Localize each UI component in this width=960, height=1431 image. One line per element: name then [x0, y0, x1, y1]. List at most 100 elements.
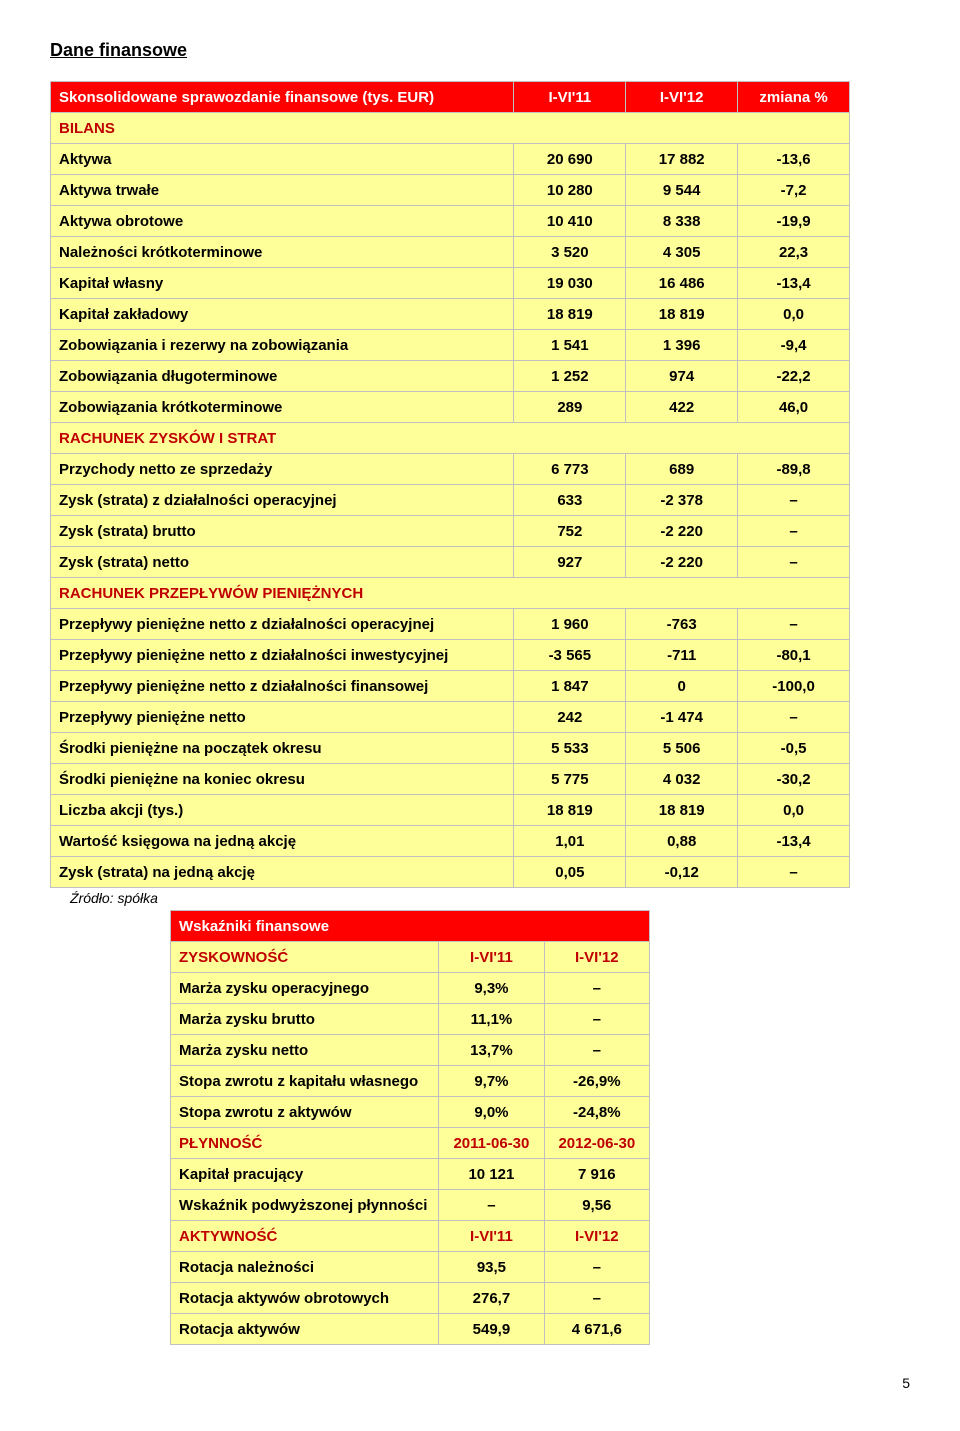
row-value: 422 [626, 392, 738, 423]
ratio-row-value: 10 121 [439, 1159, 544, 1190]
row-value: 18 819 [514, 299, 626, 330]
row-label: Zysk (strata) z działalności operacyjnej [51, 485, 514, 516]
row-value: 0 [626, 671, 738, 702]
row-value: – [738, 547, 850, 578]
row-value: – [738, 485, 850, 516]
row-label: Przepływy pieniężne netto z działalności… [51, 671, 514, 702]
row-value: 18 819 [626, 299, 738, 330]
row-value: 4 305 [626, 237, 738, 268]
row-value: 1 847 [514, 671, 626, 702]
ratio-row-label: Rotacja aktywów [171, 1314, 439, 1345]
row-label: Należności krótkoterminowe [51, 237, 514, 268]
row-value: -13,4 [738, 826, 850, 857]
ratio-row-label: Rotacja należności [171, 1252, 439, 1283]
row-value: 18 819 [514, 795, 626, 826]
row-value: 18 819 [626, 795, 738, 826]
row-value: 633 [514, 485, 626, 516]
row-value: 20 690 [514, 144, 626, 175]
row-value: – [738, 609, 850, 640]
row-label: Zobowiązania długoterminowe [51, 361, 514, 392]
row-value: 10 410 [514, 206, 626, 237]
row-label: Przepływy pieniężne netto z działalności… [51, 640, 514, 671]
row-value: -80,1 [738, 640, 850, 671]
ratio-group-col1: 2011-06-30 [439, 1128, 544, 1159]
row-label: Środki pieniężne na początek okresu [51, 733, 514, 764]
row-value: -1 474 [626, 702, 738, 733]
row-label: Środki pieniężne na koniec okresu [51, 764, 514, 795]
table-header-label: Skonsolidowane sprawozdanie finansowe (t… [51, 82, 514, 113]
row-value: 19 030 [514, 268, 626, 299]
row-value: -13,6 [738, 144, 850, 175]
row-value: – [738, 702, 850, 733]
section-header: BILANS [51, 113, 850, 144]
row-value: 1,01 [514, 826, 626, 857]
source-note: Źródło: spółka [70, 890, 910, 906]
row-value: -0,12 [626, 857, 738, 888]
ratio-group-header: PŁYNNOŚĆ [171, 1128, 439, 1159]
ratio-row-value: – [544, 1283, 649, 1314]
section-header: RACHUNEK PRZEPŁYWÓW PIENIĘŻNYCH [51, 578, 850, 609]
row-value: 3 520 [514, 237, 626, 268]
table-header-col2: I-VI'12 [626, 82, 738, 113]
row-label: Aktywa [51, 144, 514, 175]
row-value: 1 252 [514, 361, 626, 392]
ratio-row-value: 549,9 [439, 1314, 544, 1345]
ratio-row-value: 7 916 [544, 1159, 649, 1190]
row-value: – [738, 857, 850, 888]
ratio-row-value: 9,7% [439, 1066, 544, 1097]
ratio-group-col2: 2012-06-30 [544, 1128, 649, 1159]
row-value: -763 [626, 609, 738, 640]
ratio-row-label: Kapitał pracujący [171, 1159, 439, 1190]
row-value: -13,4 [738, 268, 850, 299]
ratios-title: Wskaźniki finansowe [171, 911, 650, 942]
row-value: -30,2 [738, 764, 850, 795]
row-value: 16 486 [626, 268, 738, 299]
row-label: Kapitał własny [51, 268, 514, 299]
row-value: -100,0 [738, 671, 850, 702]
row-value: 289 [514, 392, 626, 423]
row-label: Wartość księgowa na jedną akcję [51, 826, 514, 857]
row-value: 0,05 [514, 857, 626, 888]
row-value: – [738, 516, 850, 547]
ratio-row-label: Marża zysku brutto [171, 1004, 439, 1035]
row-value: 1 960 [514, 609, 626, 640]
ratio-row-label: Stopa zwrotu z kapitału własnego [171, 1066, 439, 1097]
ratio-row-value: – [544, 1004, 649, 1035]
page-number: 5 [50, 1375, 910, 1391]
row-value: -2 378 [626, 485, 738, 516]
row-value: 0,88 [626, 826, 738, 857]
ratio-group-header: ZYSKOWNOŚĆ [171, 942, 439, 973]
row-value: 22,3 [738, 237, 850, 268]
ratio-row-value: 13,7% [439, 1035, 544, 1066]
row-value: 5 775 [514, 764, 626, 795]
row-label: Zysk (strata) brutto [51, 516, 514, 547]
page-title: Dane finansowe [50, 40, 910, 61]
row-value: 46,0 [738, 392, 850, 423]
row-value: 5 533 [514, 733, 626, 764]
ratio-group-col2: I-VI'12 [544, 1221, 649, 1252]
ratio-row-value: – [544, 1252, 649, 1283]
row-label: Zobowiązania i rezerwy na zobowiązania [51, 330, 514, 361]
row-value: 752 [514, 516, 626, 547]
row-value: -0,5 [738, 733, 850, 764]
row-value: -7,2 [738, 175, 850, 206]
row-value: -9,4 [738, 330, 850, 361]
row-label: Przychody netto ze sprzedaży [51, 454, 514, 485]
section-header: RACHUNEK ZYSKÓW I STRAT [51, 423, 850, 454]
row-value: 0,0 [738, 299, 850, 330]
ratio-row-value: 9,56 [544, 1190, 649, 1221]
ratio-row-label: Marża zysku operacyjnego [171, 973, 439, 1004]
ratio-row-value: -24,8% [544, 1097, 649, 1128]
row-value: 242 [514, 702, 626, 733]
row-value: 9 544 [626, 175, 738, 206]
row-value: 6 773 [514, 454, 626, 485]
row-value: 927 [514, 547, 626, 578]
ratio-row-value: – [439, 1190, 544, 1221]
ratio-group-col2: I-VI'12 [544, 942, 649, 973]
ratio-row-value: – [544, 973, 649, 1004]
row-value: 10 280 [514, 175, 626, 206]
row-label: Aktywa trwałe [51, 175, 514, 206]
row-value: 0,0 [738, 795, 850, 826]
row-value: 5 506 [626, 733, 738, 764]
row-value: 4 032 [626, 764, 738, 795]
